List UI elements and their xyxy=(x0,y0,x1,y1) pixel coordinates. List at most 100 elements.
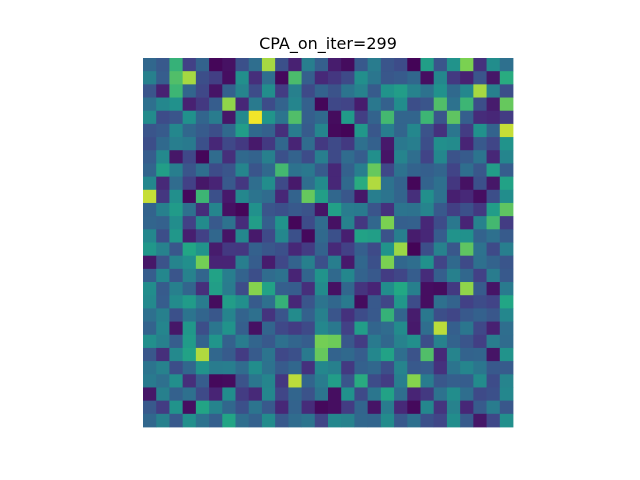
heatmap-cell xyxy=(143,190,157,204)
heatmap-cell xyxy=(262,124,276,138)
heatmap-cell xyxy=(434,387,448,401)
heatmap-cell xyxy=(209,269,223,283)
heatmap-cell xyxy=(473,203,487,217)
heatmap-cell xyxy=(447,348,461,362)
heatmap-cell xyxy=(341,414,355,428)
heatmap-cell xyxy=(407,308,421,322)
heatmap-cell xyxy=(236,269,250,283)
heatmap-cell xyxy=(434,98,448,112)
heatmap-cell xyxy=(368,163,382,177)
heatmap-cell xyxy=(183,348,197,362)
heatmap-cell xyxy=(328,374,342,388)
heatmap-cell xyxy=(421,348,435,362)
heatmap-cell xyxy=(249,203,263,217)
heatmap-cell xyxy=(143,243,157,257)
heatmap-cell xyxy=(460,361,474,375)
heatmap-cell xyxy=(196,137,210,151)
heatmap-cell xyxy=(394,335,408,349)
heatmap-cell xyxy=(169,282,183,296)
heatmap-cell xyxy=(262,177,276,191)
heatmap-cell xyxy=(341,124,355,138)
heatmap-cell xyxy=(222,374,236,388)
heatmap-cell xyxy=(487,322,501,336)
heatmap-cell xyxy=(381,243,395,257)
heatmap-cell xyxy=(275,269,289,283)
heatmap-cell xyxy=(288,256,302,270)
heatmap-cell xyxy=(169,111,183,125)
heatmap-cell xyxy=(169,150,183,164)
heatmap-cell xyxy=(156,111,170,125)
heatmap-cell xyxy=(381,58,395,72)
heatmap-cell xyxy=(288,322,302,336)
heatmap-cell xyxy=(249,216,263,230)
heatmap-cell xyxy=(183,124,197,138)
heatmap-cell xyxy=(500,124,514,138)
heatmap-cell xyxy=(394,269,408,283)
heatmap-cell xyxy=(381,124,395,138)
heatmap-cell xyxy=(169,269,183,283)
heatmap-cell xyxy=(487,269,501,283)
heatmap-cell xyxy=(183,203,197,217)
heatmap-cell xyxy=(249,150,263,164)
heatmap-cell xyxy=(302,348,316,362)
heatmap-cell xyxy=(169,295,183,309)
heatmap-cell xyxy=(262,401,276,415)
heatmap-cell xyxy=(421,216,435,230)
heatmap-cell xyxy=(368,282,382,296)
heatmap-cell xyxy=(421,335,435,349)
heatmap-cell xyxy=(407,163,421,177)
heatmap-cell xyxy=(447,190,461,204)
heatmap-cell xyxy=(275,98,289,112)
heatmap-cell xyxy=(473,348,487,362)
heatmap-cell xyxy=(275,295,289,309)
heatmap-cell xyxy=(169,58,183,72)
heatmap-cell xyxy=(500,348,514,362)
heatmap-cell xyxy=(236,124,250,138)
heatmap-cell xyxy=(236,414,250,428)
heatmap-cell xyxy=(315,401,329,415)
heatmap-cell xyxy=(288,216,302,230)
heatmap-cell xyxy=(500,150,514,164)
heatmap-cell xyxy=(262,229,276,243)
heatmap-cell xyxy=(394,177,408,191)
heatmap-cell xyxy=(460,374,474,388)
heatmap-cell xyxy=(288,71,302,85)
heatmap-cell xyxy=(407,361,421,375)
heatmap-cell xyxy=(354,282,368,296)
heatmap-cell xyxy=(460,84,474,98)
heatmap-cell xyxy=(315,361,329,375)
heatmap-cell xyxy=(407,177,421,191)
heatmap-cell xyxy=(434,374,448,388)
heatmap-cell xyxy=(209,401,223,415)
heatmap-cell xyxy=(302,84,316,98)
heatmap-cell xyxy=(288,229,302,243)
heatmap-cell xyxy=(249,229,263,243)
heatmap-cell xyxy=(421,308,435,322)
heatmap-cell xyxy=(421,150,435,164)
heatmap-cell xyxy=(156,387,170,401)
heatmap-cell xyxy=(460,163,474,177)
heatmap-cell xyxy=(236,308,250,322)
heatmap-cell xyxy=(447,98,461,112)
heatmap-cell xyxy=(288,137,302,151)
heatmap-cell xyxy=(183,58,197,72)
heatmap-cell xyxy=(328,124,342,138)
heatmap-cell xyxy=(434,256,448,270)
heatmap-cell xyxy=(328,216,342,230)
heatmap-cell xyxy=(421,269,435,283)
heatmap-cell xyxy=(447,177,461,191)
heatmap-cell xyxy=(394,124,408,138)
heatmap-cell xyxy=(262,348,276,362)
heatmap-cell xyxy=(460,216,474,230)
heatmap-cell xyxy=(500,335,514,349)
heatmap-cell xyxy=(302,322,316,336)
heatmap-cell xyxy=(236,216,250,230)
heatmap-cell xyxy=(434,124,448,138)
heatmap-cell xyxy=(434,348,448,362)
heatmap-cell xyxy=(249,269,263,283)
heatmap-cell xyxy=(315,322,329,336)
heatmap-cell xyxy=(183,163,197,177)
heatmap-cell xyxy=(407,111,421,125)
heatmap-cell xyxy=(209,308,223,322)
